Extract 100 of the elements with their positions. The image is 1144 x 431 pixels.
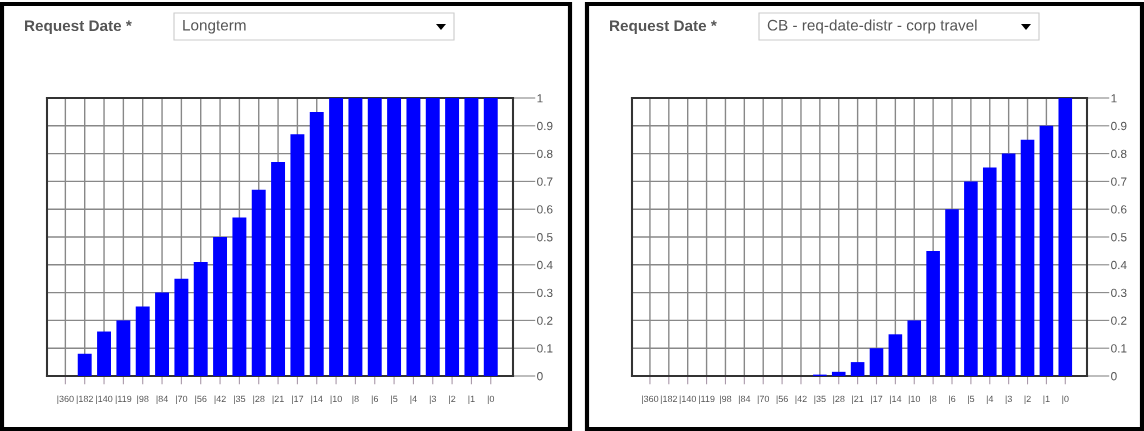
y-tick-label: 0.4 xyxy=(1111,260,1127,270)
y-tick-label: 1 xyxy=(537,94,543,103)
x-tick-label: |42 xyxy=(214,395,226,404)
x-tick-label: |360 xyxy=(642,395,659,404)
x-tick-label: |1 xyxy=(1043,395,1050,404)
x-tick-label: |6 xyxy=(371,395,379,404)
y-tick-label: 0 xyxy=(537,372,543,381)
x-tick-label: |84 xyxy=(156,395,168,404)
bar xyxy=(1058,98,1073,376)
x-tick-label: |35 xyxy=(814,395,826,404)
bar xyxy=(850,362,865,376)
bar xyxy=(945,209,959,376)
bar xyxy=(309,111,324,376)
x-tick-label: |360 xyxy=(57,395,74,404)
x-tick-label: |140 xyxy=(96,395,113,404)
bar xyxy=(116,320,131,376)
x-tick-label: |5 xyxy=(391,395,398,404)
x-tick-label: |14 xyxy=(311,395,323,404)
x-tick-label: |3 xyxy=(429,395,437,404)
bar xyxy=(232,217,247,376)
bar xyxy=(290,134,305,376)
y-tick-label: 0 xyxy=(1111,372,1117,381)
x-tick-label: |14 xyxy=(889,395,902,404)
x-tick-label: |3 xyxy=(1005,395,1012,404)
x-tick-label: |182 xyxy=(76,395,93,404)
bar xyxy=(251,189,266,376)
x-tick-label: |21 xyxy=(852,395,864,404)
y-tick-label: 0.8 xyxy=(537,149,553,158)
bar xyxy=(982,167,997,376)
x-tick-label: |4 xyxy=(410,395,417,404)
y-tick-label: 0.6 xyxy=(1111,205,1127,214)
y-tick-label: 0.9 xyxy=(537,121,553,131)
bar xyxy=(367,98,382,376)
bar xyxy=(348,98,363,376)
bar xyxy=(271,161,286,376)
y-tick-label: 0.3 xyxy=(537,288,553,297)
x-tick-label: |56 xyxy=(776,395,788,404)
chart-title: Request Date * xyxy=(25,20,132,35)
x-tick-label: |98 xyxy=(720,395,732,404)
x-tick-label: |8 xyxy=(352,395,359,404)
bar xyxy=(1020,139,1035,376)
y-tick-label: 0.7 xyxy=(537,177,553,186)
bar xyxy=(329,98,344,376)
bar xyxy=(193,262,208,376)
bar xyxy=(926,250,940,376)
x-tick-label: |0 xyxy=(1062,395,1069,404)
chart-title: Request Date * xyxy=(610,20,717,35)
y-tick-label: 0.4 xyxy=(537,260,553,270)
bar xyxy=(387,98,402,376)
x-tick-label: |42 xyxy=(795,395,807,404)
y-tick-label: 0.5 xyxy=(537,233,553,242)
x-tick-label: |28 xyxy=(253,395,265,404)
bar xyxy=(1001,153,1016,376)
y-tick-label: 0.8 xyxy=(1111,149,1127,158)
bar xyxy=(483,98,498,376)
x-tick-label: |6 xyxy=(949,395,956,404)
x-tick-label: |2 xyxy=(449,395,456,404)
x-tick-label: |8 xyxy=(930,395,937,404)
bar xyxy=(907,320,922,376)
x-tick-label: |35 xyxy=(234,395,246,404)
bar xyxy=(213,237,228,376)
x-tick-label: |17 xyxy=(292,395,304,404)
bar xyxy=(831,371,846,376)
chart-subtitle: Longterm xyxy=(183,19,246,34)
x-tick-label: |70 xyxy=(176,395,188,404)
x-tick-label: |2 xyxy=(1024,395,1031,404)
y-tick-label: 0.2 xyxy=(537,316,553,325)
y-tick-label: 0.1 xyxy=(1111,344,1127,353)
x-tick-label: |21 xyxy=(272,395,284,404)
bar xyxy=(97,331,111,376)
y-tick-label: 0.6 xyxy=(537,205,553,214)
x-tick-label: |98 xyxy=(137,395,149,404)
x-tick-label: |4 xyxy=(986,395,994,404)
y-tick-label: 1 xyxy=(1111,94,1117,103)
bar xyxy=(425,98,440,376)
x-tick-label: |0 xyxy=(487,395,495,404)
bar xyxy=(174,278,189,376)
bar xyxy=(464,98,479,376)
chart-subtitle: CB - req-date-distr - corp travel xyxy=(767,19,977,34)
x-tick-label: |28 xyxy=(833,395,845,404)
bar xyxy=(135,306,150,376)
x-tick-label: |182 xyxy=(660,395,678,404)
bar xyxy=(406,98,421,376)
y-tick-label: 0.1 xyxy=(537,344,553,353)
x-tick-label: |1 xyxy=(468,395,475,404)
x-tick-label: |56 xyxy=(195,395,207,404)
bar xyxy=(445,98,460,376)
x-tick-label: |84 xyxy=(738,395,751,404)
y-tick-label: 0.7 xyxy=(1111,177,1127,186)
y-tick-label: 0.9 xyxy=(1111,121,1127,131)
x-tick-label: |10 xyxy=(908,395,921,404)
bar xyxy=(77,353,92,376)
x-tick-label: |119 xyxy=(699,395,715,404)
x-tick-label: |70 xyxy=(757,395,770,404)
bar xyxy=(155,292,170,376)
x-tick-label: |5 xyxy=(968,395,975,404)
y-tick-label: 0.2 xyxy=(1111,316,1127,325)
x-tick-label: |119 xyxy=(115,395,132,404)
bar xyxy=(869,348,884,376)
x-tick-label: |10 xyxy=(330,395,342,404)
